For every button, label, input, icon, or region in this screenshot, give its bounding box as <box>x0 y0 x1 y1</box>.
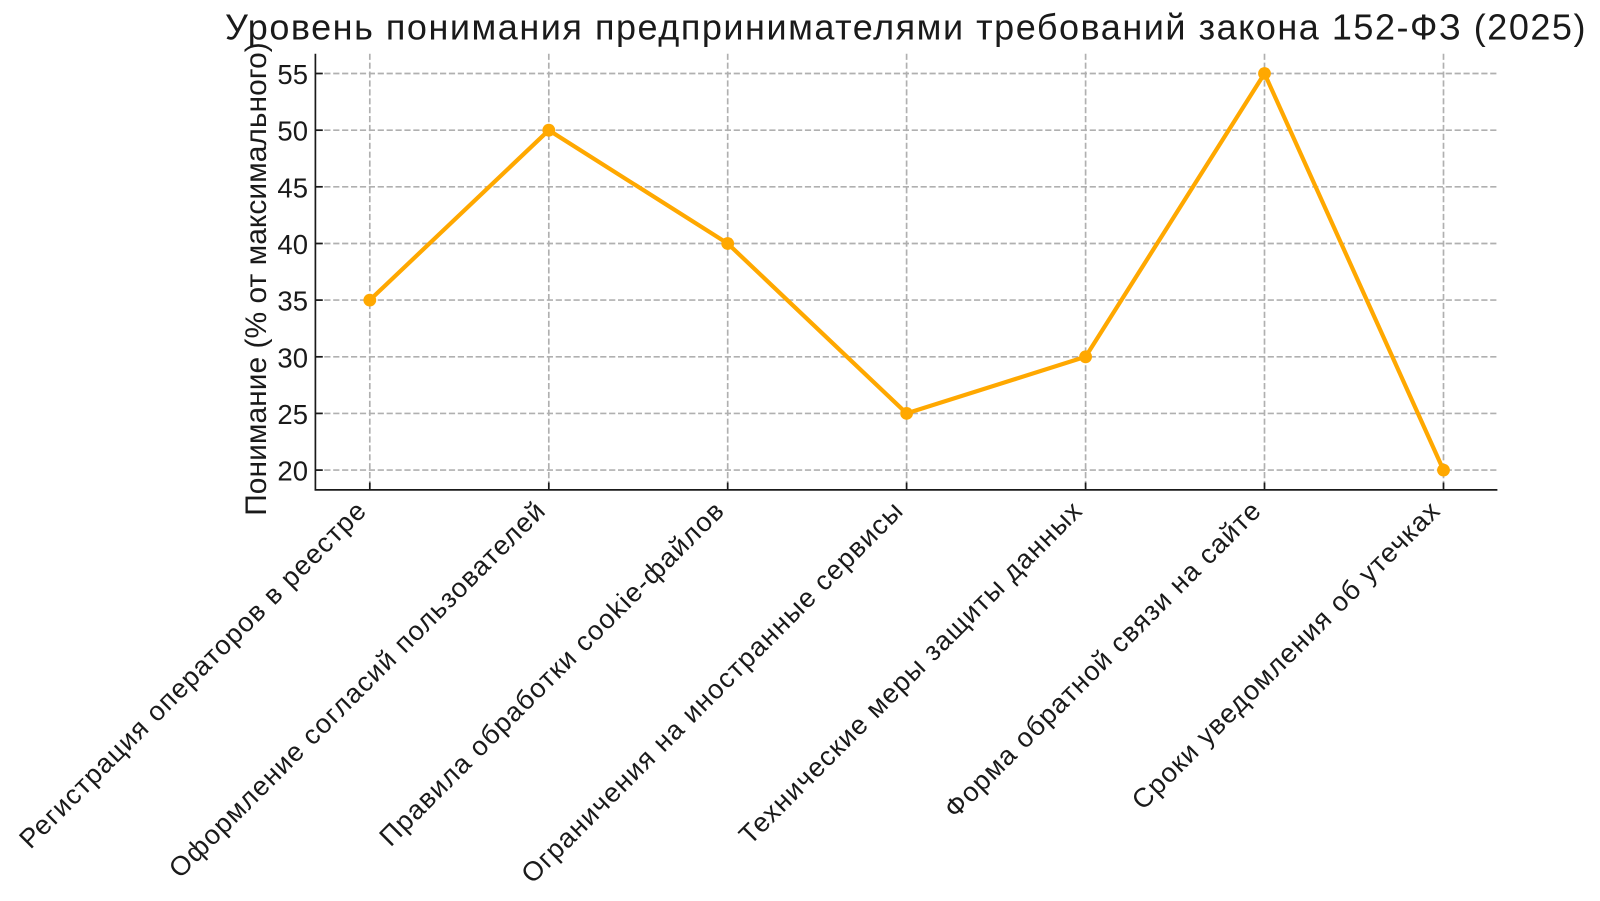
svg-text:40: 40 <box>277 229 308 260</box>
svg-text:Уровень понимания предпринимат: Уровень понимания предпринимателями треб… <box>225 7 1587 48</box>
svg-text:30: 30 <box>277 342 308 373</box>
svg-text:50: 50 <box>277 116 308 147</box>
svg-text:35: 35 <box>277 286 308 317</box>
svg-text:45: 45 <box>277 172 308 203</box>
svg-text:Понимание (% от максимального): Понимание (% от максимального) <box>240 42 273 516</box>
svg-text:55: 55 <box>277 59 308 90</box>
svg-text:20: 20 <box>277 456 308 487</box>
svg-text:25: 25 <box>277 399 308 430</box>
